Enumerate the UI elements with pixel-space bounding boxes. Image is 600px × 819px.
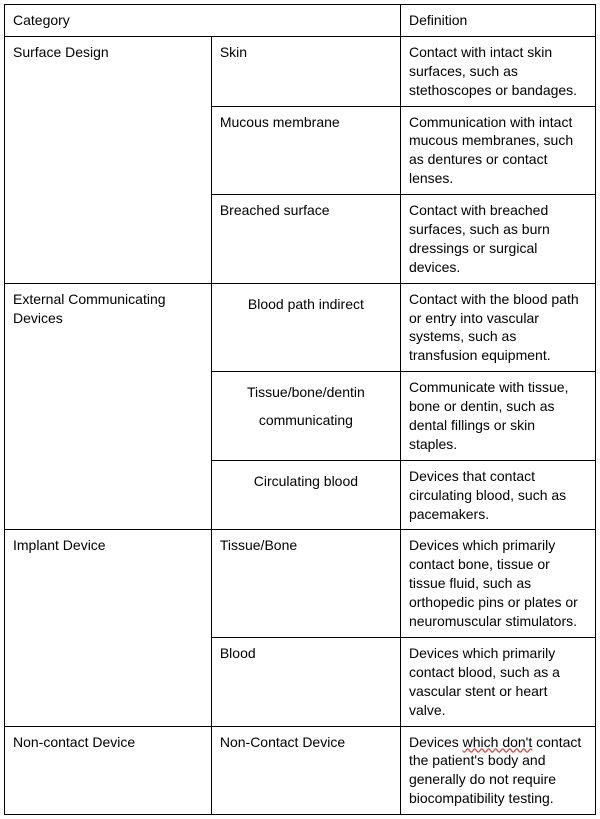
- subcategory-cell: Tissue/bone/dentin communicating: [211, 372, 400, 461]
- table-row: Surface DesignSkinContact with intact sk…: [5, 36, 596, 106]
- category-definition-table: Category Definition Surface DesignSkinCo…: [4, 4, 596, 815]
- category-cell: External Communicating Devices: [5, 283, 212, 530]
- table-row: External Communicating DevicesBlood path…: [5, 283, 596, 372]
- definition-cell: Communicate with tissue, bone or dentin,…: [400, 372, 595, 461]
- subcategory-cell: Non-Contact Device: [211, 726, 400, 815]
- definition-cell: Contact with breached surfaces, such as …: [400, 195, 595, 284]
- definition-cell: Devices which don't contact the patient'…: [400, 726, 595, 815]
- header-definition: Definition: [400, 5, 595, 37]
- subcategory-cell: Blood: [211, 637, 400, 726]
- subcategory-cell: Circulating blood: [211, 460, 400, 530]
- table-row: Non-contact DeviceNon-Contact DeviceDevi…: [5, 726, 596, 815]
- category-cell: Surface Design: [5, 36, 212, 283]
- definition-cell: Devices which primarily contact bone, ti…: [400, 530, 595, 637]
- subcategory-cell: Breached surface: [211, 195, 400, 284]
- definition-cell: Contact with the blood path or entry int…: [400, 283, 595, 372]
- subcategory-cell: Tissue/Bone: [211, 530, 400, 637]
- subcategory-cell: Blood path indirect: [211, 283, 400, 372]
- category-cell: Non-contact Device: [5, 726, 212, 815]
- definition-cell: Contact with intact skin surfaces, such …: [400, 36, 595, 106]
- definition-cell: Communication with intact mucous membran…: [400, 106, 595, 195]
- definition-cell: Devices that contact circulating blood, …: [400, 460, 595, 530]
- header-category: Category: [5, 5, 401, 37]
- table-row: Implant DeviceTissue/BoneDevices which p…: [5, 530, 596, 637]
- table-header-row: Category Definition: [5, 5, 596, 37]
- definition-cell: Devices which primarily contact blood, s…: [400, 637, 595, 726]
- subcategory-cell: Skin: [211, 36, 400, 106]
- subcategory-cell: Mucous membrane: [211, 106, 400, 195]
- category-cell: Implant Device: [5, 530, 212, 726]
